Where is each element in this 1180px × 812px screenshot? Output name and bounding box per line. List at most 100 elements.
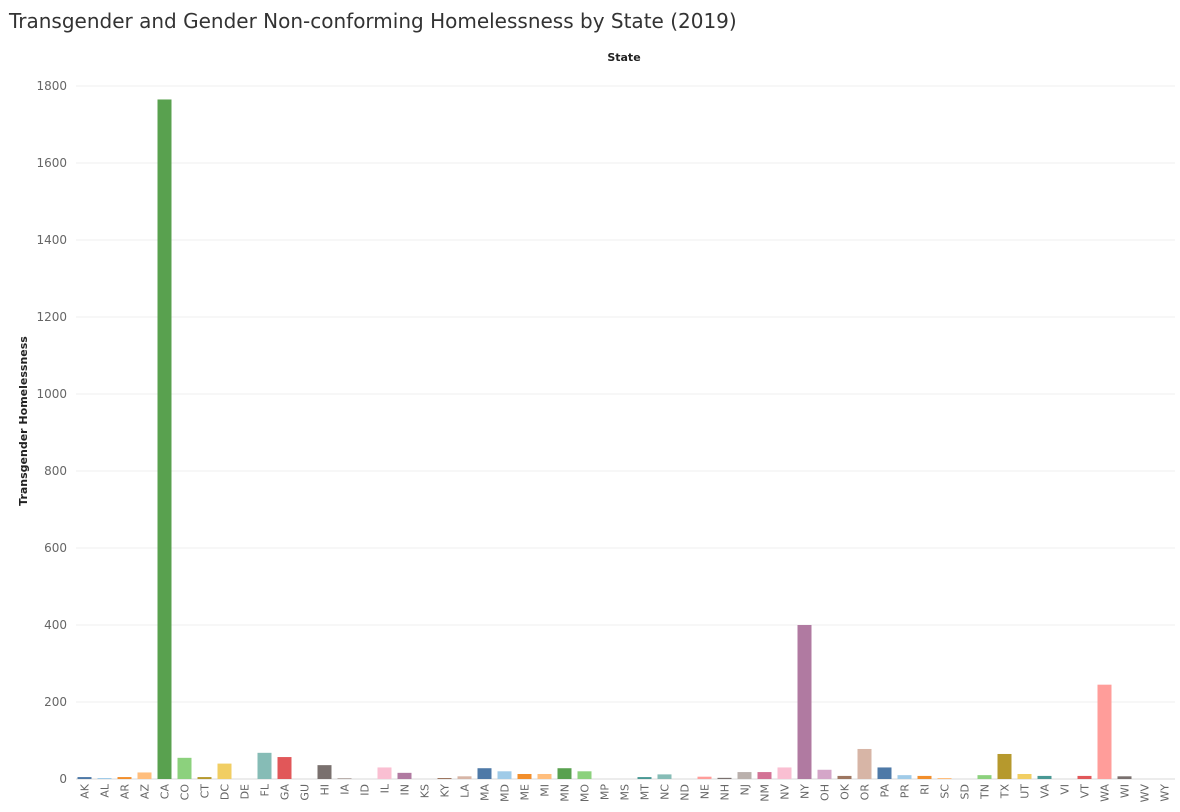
bar-ar[interactable] — [117, 777, 132, 779]
bar-mn[interactable] — [557, 768, 572, 779]
bar-mt[interactable] — [637, 777, 652, 779]
x-tick-label: MN — [559, 784, 572, 802]
chart-title: Transgender and Gender Non-conforming Ho… — [9, 9, 737, 33]
x-tick-label: OH — [819, 784, 832, 801]
y-tick-label: 1400 — [36, 233, 67, 247]
x-tick-label: TX — [999, 784, 1012, 800]
y-tick-label: 1000 — [36, 387, 67, 401]
column-header-label: State — [607, 51, 640, 64]
bar-wa[interactable] — [1097, 684, 1112, 779]
x-tick-label: VT — [1079, 784, 1092, 799]
x-tick-label: AZ — [139, 784, 152, 800]
bar-ia[interactable] — [337, 778, 352, 779]
bar-ak[interactable] — [77, 777, 92, 779]
bar-nc[interactable] — [657, 774, 672, 779]
bar-in[interactable] — [397, 772, 412, 779]
x-tick-label: TN — [979, 784, 992, 800]
bar-nj[interactable] — [737, 772, 752, 779]
x-tick-label: IA — [339, 784, 352, 795]
x-tick-label: IN — [399, 784, 412, 795]
y-tick-label: 800 — [44, 464, 67, 478]
bar-co[interactable] — [177, 757, 192, 779]
bar-ct[interactable] — [197, 777, 212, 779]
x-tick-label: KY — [439, 784, 452, 798]
bar-pa[interactable] — [877, 767, 892, 779]
y-tick-label: 200 — [44, 695, 67, 709]
x-tick-label: NH — [719, 784, 732, 801]
y-axis-ticks: 0 200 400 600 800 1000 1200 1400 1600 1800 — [36, 79, 67, 786]
bar-ut[interactable] — [1017, 773, 1032, 779]
y-tick-label: 1600 — [36, 156, 67, 170]
x-tick-label: RI — [919, 784, 932, 795]
bar-dc[interactable] — [217, 763, 232, 779]
bar-ca[interactable] — [157, 99, 172, 780]
x-tick-label: UT — [1019, 784, 1032, 799]
y-tick-label: 1200 — [36, 310, 67, 324]
bar-vt[interactable] — [1077, 775, 1092, 779]
x-tick-label: MD — [499, 784, 512, 802]
x-tick-label: PA — [879, 784, 892, 798]
bar-ny[interactable] — [797, 625, 812, 779]
x-tick-label: AL — [99, 783, 112, 798]
bar-oh[interactable] — [817, 769, 832, 779]
x-tick-label: NJ — [739, 784, 752, 795]
bar-tx[interactable] — [997, 753, 1012, 779]
bar-pr[interactable] — [897, 775, 912, 779]
bar-ma[interactable] — [477, 768, 492, 779]
x-tick-label: SD — [959, 784, 972, 799]
x-tick-label: CO — [179, 784, 192, 801]
x-tick-label: GA — [279, 784, 292, 801]
bar-hi[interactable] — [317, 765, 332, 779]
bar-mo[interactable] — [577, 771, 592, 779]
bar-ok[interactable] — [837, 775, 852, 779]
y-tick-label: 1800 — [36, 79, 67, 93]
x-tick-label: OK — [839, 783, 852, 800]
bar-il[interactable] — [377, 767, 392, 779]
bar-fl[interactable] — [257, 752, 272, 779]
bar-nm[interactable] — [757, 772, 772, 779]
bar-al[interactable] — [97, 778, 112, 779]
bar-me[interactable] — [517, 773, 532, 779]
bar-md[interactable] — [497, 771, 512, 779]
bar-wi[interactable] — [1117, 776, 1132, 779]
x-tick-label: PR — [899, 784, 912, 799]
bar-ri[interactable] — [917, 775, 932, 779]
x-tick-label: WV — [1139, 784, 1152, 803]
gridlines — [76, 85, 1175, 780]
bar-sc[interactable] — [937, 778, 952, 779]
x-tick-label: LA — [459, 784, 472, 798]
y-tick-label: 600 — [44, 541, 67, 555]
x-tick-label: WI — [1119, 784, 1132, 798]
x-tick-label: VA — [1039, 784, 1052, 799]
bar-nh[interactable] — [717, 777, 732, 779]
bars — [77, 99, 1132, 780]
x-tick-label: OR — [859, 784, 872, 801]
x-tick-label: NE — [699, 784, 712, 799]
x-tick-label: HI — [319, 784, 332, 796]
x-tick-label: MO — [579, 784, 592, 802]
bar-az[interactable] — [137, 772, 152, 779]
x-tick-label: VI — [1059, 784, 1072, 795]
x-tick-label: FL — [259, 783, 272, 796]
x-tick-label: SC — [939, 784, 952, 799]
bar-tn[interactable] — [977, 775, 992, 779]
bar-ga[interactable] — [277, 757, 292, 779]
x-tick-label: DC — [219, 784, 232, 800]
bar-la[interactable] — [457, 776, 472, 779]
bar-va[interactable] — [1037, 775, 1052, 779]
x-tick-label: KS — [419, 784, 432, 798]
bar-mi[interactable] — [537, 773, 552, 779]
x-tick-label: DE — [239, 784, 252, 799]
y-tick-label: 400 — [44, 618, 67, 632]
x-tick-label: GU — [299, 784, 312, 801]
y-axis-title: Transgender Homelessness — [17, 336, 30, 506]
x-tick-label: WY — [1159, 784, 1172, 802]
x-tick-label: CA — [159, 784, 172, 800]
bar-ne[interactable] — [697, 776, 712, 779]
x-tick-label: MT — [639, 784, 652, 800]
x-tick-label: NY — [799, 784, 812, 799]
bar-or[interactable] — [857, 748, 872, 779]
bar-ky[interactable] — [437, 778, 452, 779]
bar-nv[interactable] — [777, 767, 792, 779]
